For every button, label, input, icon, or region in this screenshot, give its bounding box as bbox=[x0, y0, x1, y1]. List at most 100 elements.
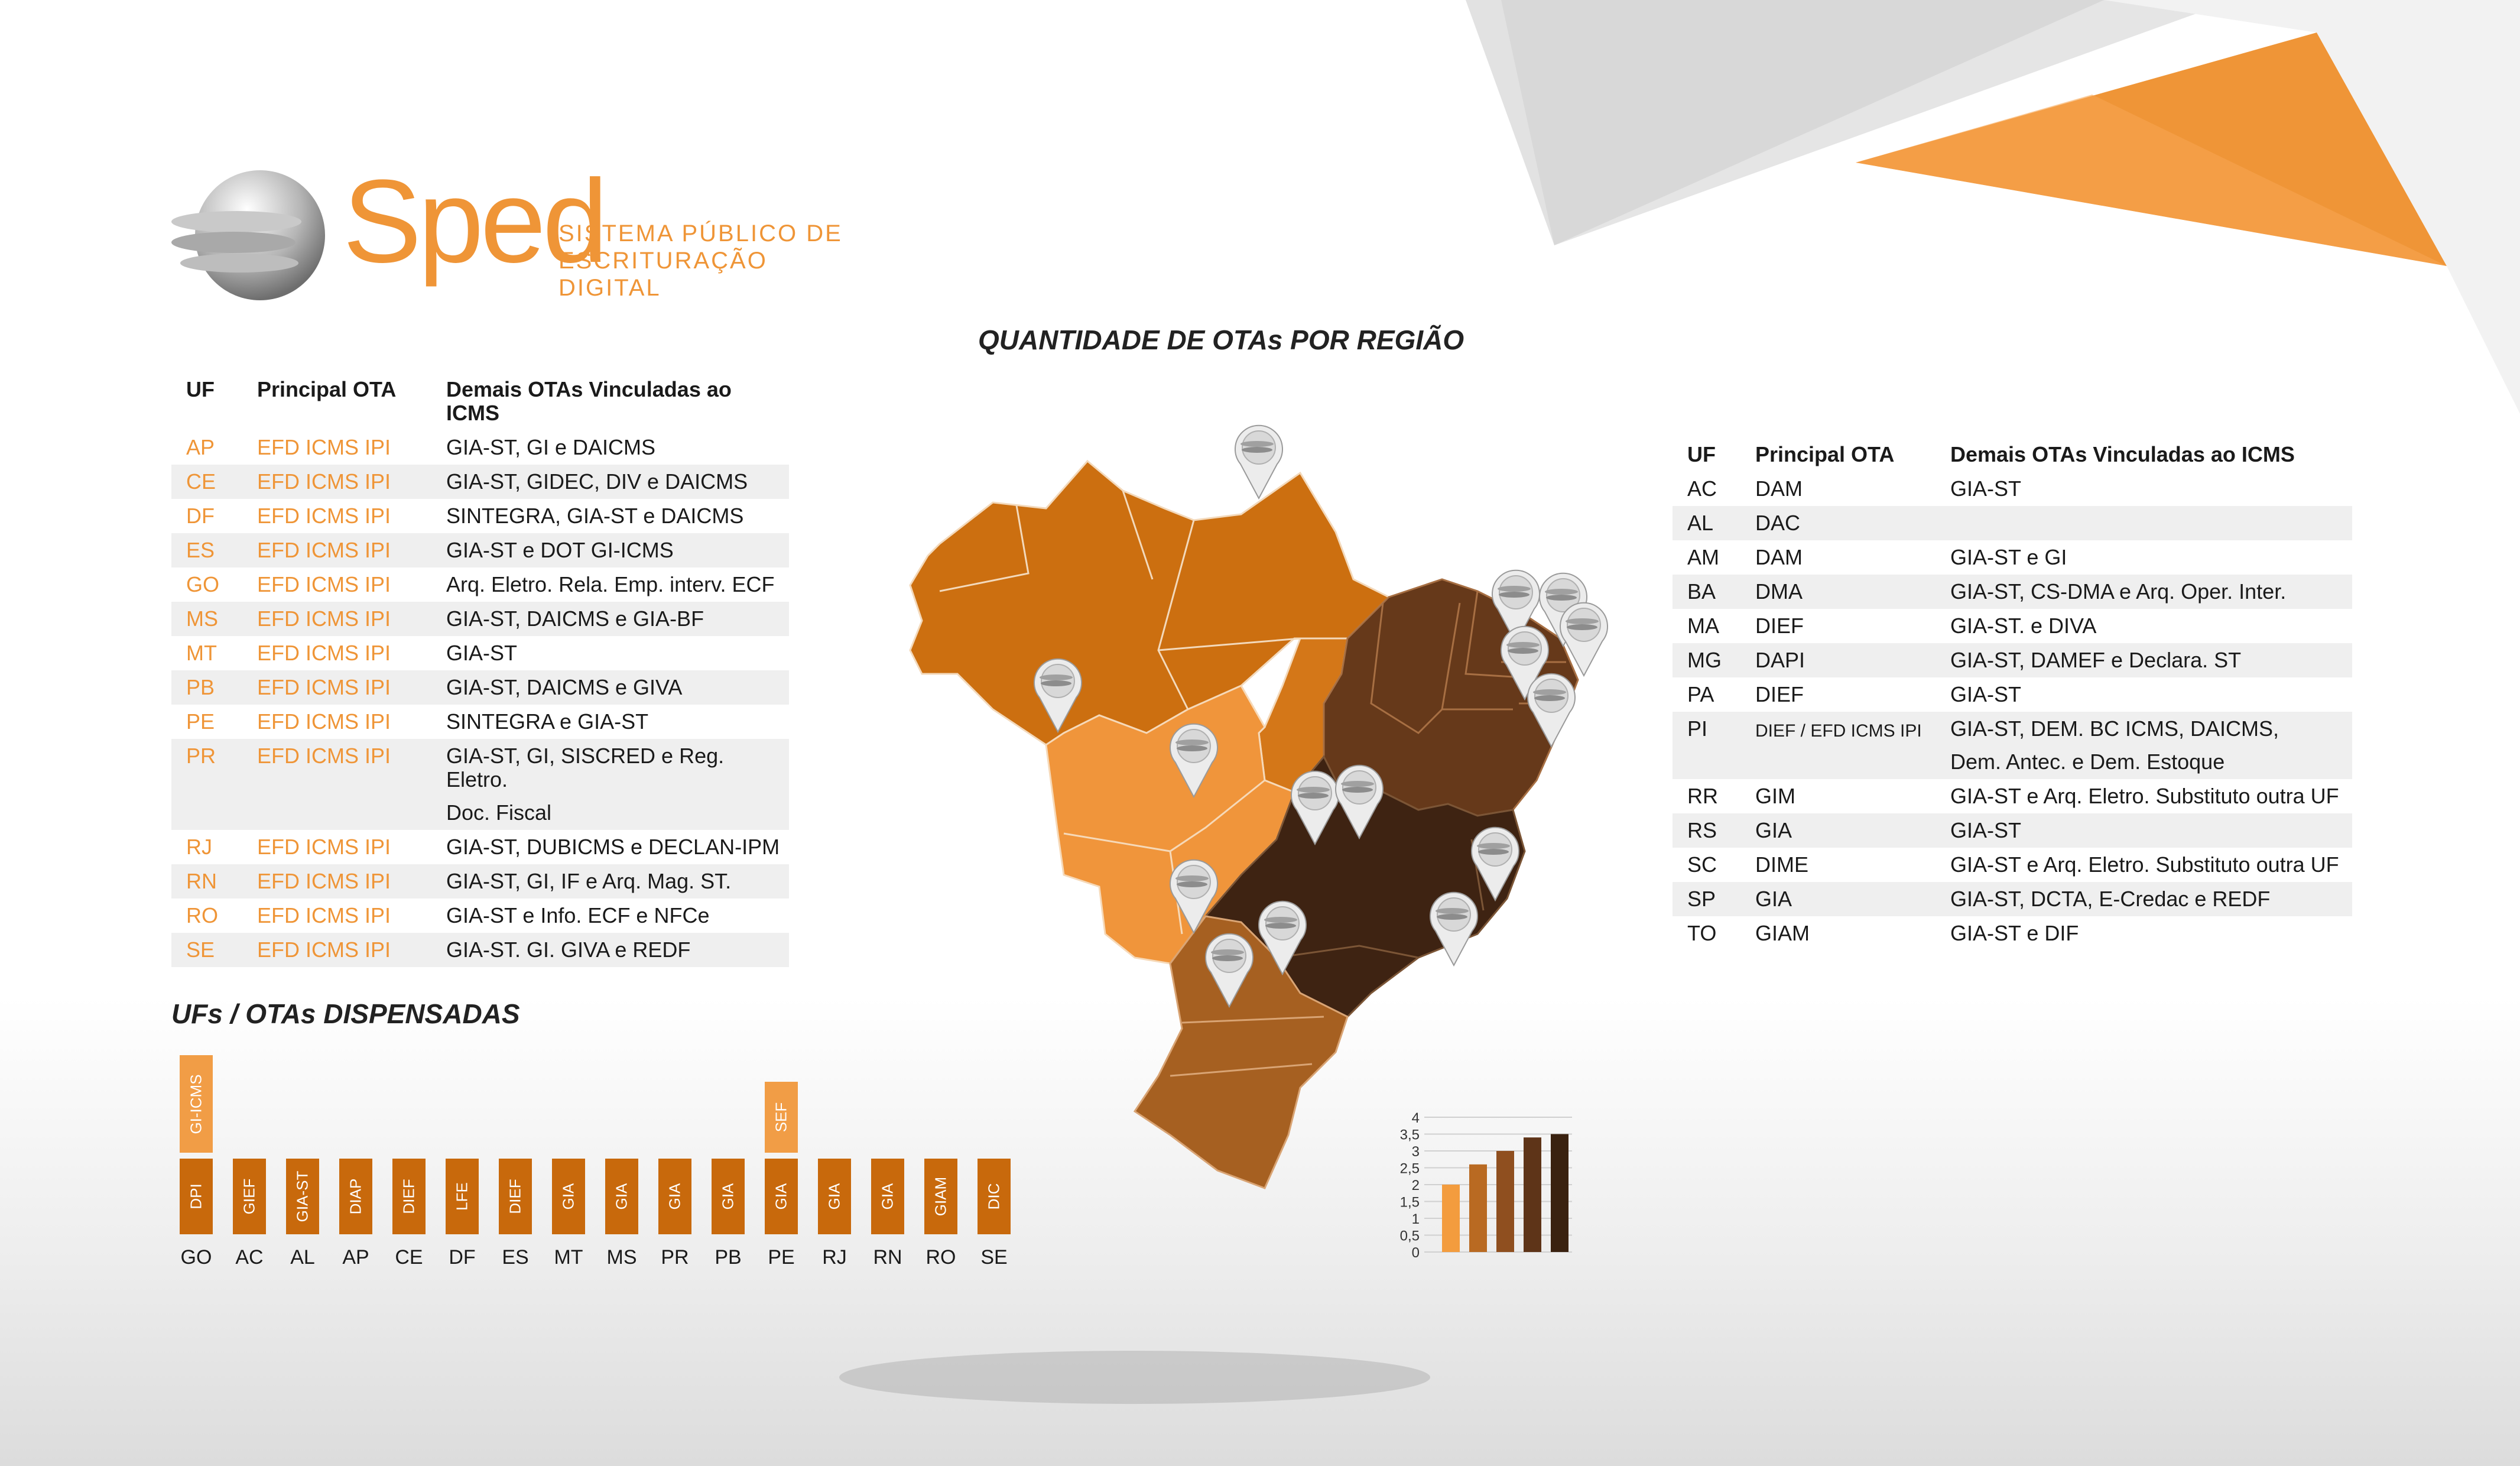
bar-label: GIA bbox=[665, 1183, 684, 1210]
cell-uf: RS bbox=[1687, 818, 1717, 842]
table-row: MS EFD ICMS IPI GIA-ST, DAICMS e GIA-BF bbox=[171, 602, 789, 636]
cell-uf: SE bbox=[186, 938, 215, 962]
cell-principal: EFD ICMS IPI bbox=[257, 469, 391, 494]
table-row: MA DIEF GIA-ST. e DIVA bbox=[1673, 609, 2352, 643]
dispensadas-title: UFs / OTAs DISPENSADAS bbox=[171, 998, 520, 1029]
cell-demais: GIA-ST. e DIVA bbox=[1950, 614, 2097, 638]
map-pin-icon bbox=[1471, 826, 1519, 901]
legend-bar bbox=[1524, 1137, 1541, 1252]
table-row: PI DIEF / EFD ICMS IPI GIA-ST, DEM. BC ICM… bbox=[1673, 712, 2352, 779]
table-row: SP GIA GIA-ST, DCTA, E-Credac e REDF bbox=[1673, 882, 2352, 916]
table-row: SE EFD ICMS IPI GIA-ST. GI. GIVA e REDF bbox=[171, 933, 789, 967]
table-row: PA DIEF GIA-ST bbox=[1673, 677, 2352, 712]
dispensada-bar-pe: GIA bbox=[765, 1159, 798, 1234]
cell-demais: GIA-ST, GI, IF e Arq. Mag. ST. bbox=[446, 869, 732, 893]
cell-demais: GIA-ST e Arq. Eletro. Substituto outra U… bbox=[1950, 784, 2339, 808]
table-row: RN EFD ICMS IPI GIA-ST, GI, IF e Arq. Mag.… bbox=[171, 864, 789, 899]
cell-uf: PA bbox=[1687, 682, 1714, 706]
cell-principal: DAM bbox=[1755, 476, 1803, 501]
legend-bar bbox=[1442, 1185, 1460, 1252]
category-label: RO bbox=[925, 1246, 956, 1269]
bar-label: GIA bbox=[772, 1183, 790, 1210]
cell-uf: PE bbox=[186, 709, 215, 734]
y-tick-label: 3,5 bbox=[1400, 1127, 1420, 1143]
dispensada-bar-top-pe: SEF bbox=[765, 1082, 798, 1153]
map-pin-icon bbox=[1034, 658, 1082, 733]
globe-logo-icon bbox=[171, 170, 325, 300]
bar-label: LFE bbox=[453, 1182, 471, 1211]
table-row: PE EFD ICMS IPI SINTEGRA e GIA-ST bbox=[171, 705, 789, 739]
y-tick-label: 1 bbox=[1412, 1211, 1420, 1227]
dispensada-bar-se: DIC bbox=[978, 1159, 1011, 1234]
bar-label: GIA bbox=[559, 1183, 577, 1210]
cell-uf: SC bbox=[1687, 852, 1717, 877]
table-row: RS GIA GIA-ST bbox=[1673, 813, 2352, 848]
table-row: DF EFD ICMS IPI SINTEGRA, GIA-ST e DAICMS bbox=[171, 499, 789, 533]
cell-uf: DF bbox=[186, 504, 215, 528]
cell-demais: GIA-ST. GI. GIVA e REDF bbox=[446, 938, 691, 962]
map-pin-icon bbox=[1258, 900, 1307, 975]
cell-principal: EFD ICMS IPI bbox=[257, 835, 391, 859]
dispensada-bar-rj: GIA bbox=[818, 1159, 851, 1234]
cell-uf: RR bbox=[1687, 784, 1718, 808]
table-row: RJ EFD ICMS IPI GIA-ST, DUBICMS e DECLAN-I… bbox=[171, 830, 789, 864]
cell-demais: GIA-ST, GIDEC, DIV e DAICMS bbox=[446, 469, 748, 494]
cell-demais: GIA-ST e DOT GI-ICMS bbox=[446, 538, 674, 562]
cell-principal: DIEF bbox=[1755, 614, 1804, 638]
cell-uf: PR bbox=[186, 744, 216, 768]
cell-uf: PI bbox=[1687, 716, 1708, 741]
cell-demais: GIA-ST, GI e DAICMS bbox=[446, 435, 656, 459]
logo-tagline: SISTEMA PÚBLICO DE ESCRITURAÇÃO DIGITAL bbox=[558, 220, 843, 301]
bar-label: DPI bbox=[187, 1183, 205, 1209]
map-pin-icon bbox=[1560, 602, 1608, 677]
category-label: PE bbox=[768, 1246, 795, 1269]
table-row: MG DAPI GIA-ST, DAMEF e Declara. ST bbox=[1673, 643, 2352, 677]
cell-demais: GIA-ST, DAICMS e GIVA bbox=[446, 675, 683, 699]
cell-principal: EFD ICMS IPI bbox=[257, 744, 391, 768]
cell-uf: MA bbox=[1687, 614, 1719, 638]
dispensada-bar-top-go: GI-ICMS bbox=[180, 1055, 213, 1153]
cell-principal: EFD ICMS IPI bbox=[257, 869, 391, 893]
dispensada-bar-pb: GIA bbox=[712, 1159, 745, 1234]
cell-uf: ES bbox=[186, 538, 215, 562]
y-tick-label: 3 bbox=[1412, 1144, 1420, 1160]
cell-demais: GIA-ST, DCTA, E-Credac e REDF bbox=[1950, 887, 2271, 911]
bar-label: GIA-ST bbox=[293, 1170, 311, 1222]
cell-demais: SINTEGRA, GIA-ST e DAICMS bbox=[446, 504, 744, 528]
bar-label: GIA bbox=[825, 1183, 843, 1210]
column-header: Demais OTAs Vinculadas ao ICMS bbox=[446, 377, 732, 425]
table-row: AC DAM GIA-ST bbox=[1673, 472, 2352, 506]
table-row: BA DMA GIA-ST, CS-DMA e Arq. Oper. Inter. bbox=[1673, 575, 2352, 609]
cell-demais: GIA-ST e Arq. Eletro. Substituto outra U… bbox=[1950, 852, 2339, 877]
map-pin-icon bbox=[1492, 569, 1540, 644]
cell-demais: GIA-ST bbox=[1950, 818, 2022, 842]
cell-principal: EFD ICMS IPI bbox=[257, 938, 391, 962]
bar-label: GIA bbox=[719, 1183, 737, 1210]
cell-demais: Arq. Eletro. Rela. Emp. interv. ECF bbox=[446, 572, 775, 596]
cell-demais: GIA-ST bbox=[1950, 682, 2022, 706]
dispensada-bar-es: DIEF bbox=[499, 1159, 532, 1234]
dispensada-bar-ms: GIA bbox=[605, 1159, 638, 1234]
cell-uf: MT bbox=[186, 641, 217, 665]
cell-uf: GO bbox=[186, 572, 220, 596]
cell-demais: GIA-ST, DAICMS e GIA-BF bbox=[446, 606, 704, 631]
cell-principal: GIA bbox=[1755, 887, 1792, 911]
cell-principal: EFD ICMS IPI bbox=[257, 641, 391, 665]
cell-uf: BA bbox=[1687, 579, 1716, 604]
left-ota-table: UF Principal OTA Demais OTAs Vinculadas ao… bbox=[171, 372, 789, 967]
category-label: GO bbox=[180, 1246, 212, 1269]
map-title: QUANTIDADE DE OTAs POR REGIÃO bbox=[978, 325, 1464, 355]
table-row: PR EFD ICMS IPI GIA-ST, GI, SISCRED e Reg.… bbox=[171, 739, 789, 830]
map-pin-icon bbox=[1527, 673, 1576, 748]
category-label: AP bbox=[342, 1246, 369, 1269]
map-pin-icon bbox=[1539, 572, 1587, 647]
cell-uf: PB bbox=[186, 675, 215, 699]
cell-principal: DAM bbox=[1755, 545, 1803, 569]
sped-logo: Sped SISTEMA PÚBLICO DE ESCRITURAÇÃO DIG… bbox=[171, 155, 851, 307]
dispensada-bar-ac: GIEF bbox=[233, 1159, 266, 1234]
category-label: RJ bbox=[822, 1246, 847, 1269]
cell-principal: DIEF / EFD ICMS IPI bbox=[1755, 721, 1922, 741]
cell-principal: DIEF bbox=[1755, 682, 1804, 706]
map-pin-icon bbox=[1501, 625, 1549, 700]
legend-bar bbox=[1551, 1134, 1568, 1252]
